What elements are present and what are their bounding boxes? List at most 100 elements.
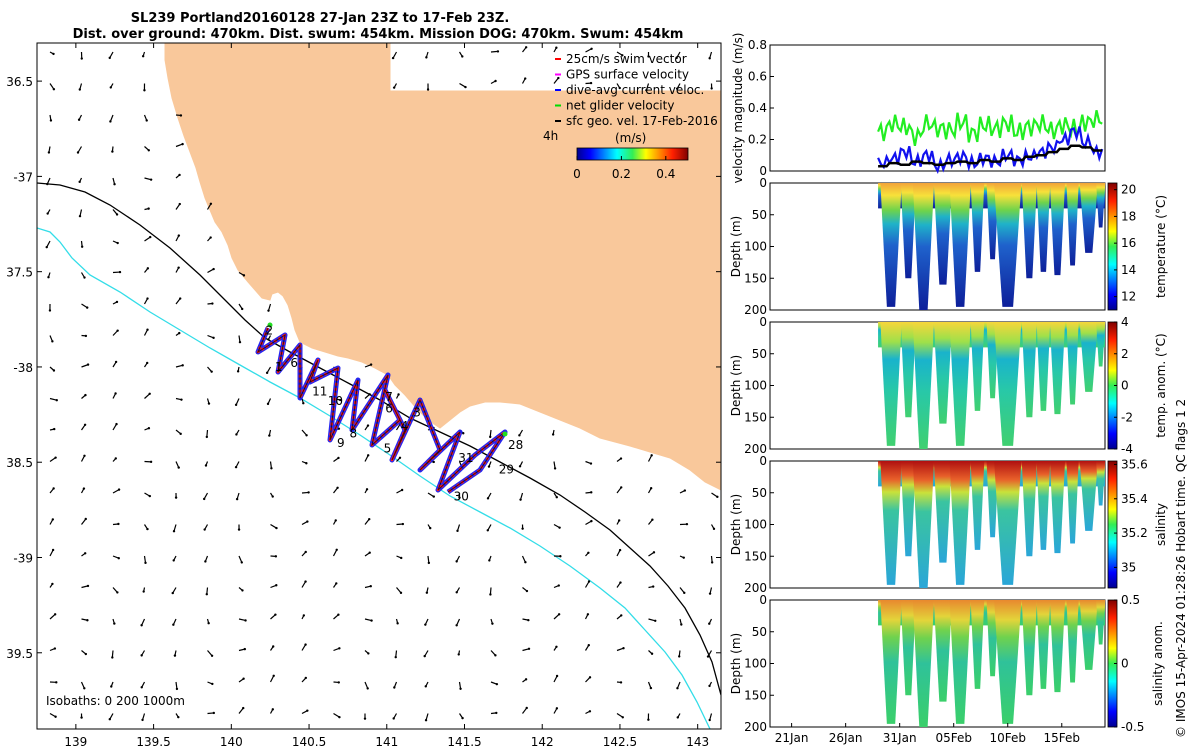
velocity-arrow-head: [557, 613, 561, 616]
waypoint-label: 8: [349, 426, 357, 440]
waypoint-label: 11: [312, 385, 327, 399]
velocity-arrow-head: [203, 528, 206, 531]
velocity-arrow-head: [486, 497, 490, 500]
depth-tick-label: 100: [744, 379, 767, 393]
velocity-arrow-head: [180, 398, 183, 401]
velocity-arrow-head: [210, 654, 214, 657]
velocity-arrow-head: [370, 619, 373, 622]
velocity-arrow-head: [590, 491, 593, 494]
velocity-arrow-head: [710, 561, 714, 564]
section-profile-group: [1036, 461, 1051, 550]
velocity-axes: [769, 44, 1106, 172]
depth-tick-label: 150: [744, 410, 767, 424]
velocity-arrow-head: [553, 467, 557, 470]
section-profile-group: [949, 461, 971, 585]
colorbar-tick-label: 18: [1121, 209, 1136, 223]
section-profile-group: [1021, 322, 1037, 418]
velocity-arrow-head: [586, 613, 590, 616]
velocity-arrow-head: [116, 591, 119, 594]
velocity-arrow-head: [461, 716, 464, 720]
velocity-arrow-head: [204, 464, 208, 467]
velocity-arrow-head: [496, 50, 500, 53]
velocity-arrow-head: [304, 550, 307, 554]
colorbar-tick-label: 35.2: [1121, 526, 1148, 540]
velocity-arrow-head: [109, 86, 112, 89]
velocity-arrow-head: [146, 297, 149, 300]
legend-label: GPS surface velocity: [566, 68, 689, 82]
velocity-arrow-head: [458, 496, 461, 499]
velocity-arrow-head: [86, 584, 90, 588]
colorbar-tick-label: 14: [1121, 263, 1136, 277]
velocity-arrow-head: [54, 456, 57, 459]
section-profile-group: [949, 600, 971, 724]
colorbar-tick-label: 20: [1121, 183, 1136, 197]
isobath-label: Isobaths: 0 200 1000m: [46, 694, 185, 708]
velocity-arrow-head: [174, 496, 178, 499]
legend: 25cm/s swim vector GPS surface velocitydi…: [543, 52, 718, 181]
velocity-arrow-head: [678, 655, 681, 658]
velocity-arrow-head: [524, 560, 527, 564]
section-profile-group: [994, 183, 1022, 307]
velocity-arrow-head: [205, 593, 208, 596]
section-panel: 0 50 100 150 200 Depth (m) 12 14 16 18 20 temperatu…: [729, 176, 1168, 317]
velocity-arrow-head: [142, 590, 145, 593]
section-panel: 0 50 100 150 200 Depth (m) 35.6 35.4 35.2 35 salin…: [729, 454, 1168, 595]
velocity-arrow-head: [587, 580, 591, 583]
section-profile-group: [1036, 322, 1051, 411]
velocity-arrow-head: [558, 526, 561, 529]
velocity-arrow-head: [495, 711, 498, 715]
time-axis: 21Jan 26Jan 31Jan 05Feb 10Feb 15Feb: [775, 723, 1080, 745]
velocity-arrow-head: [84, 652, 88, 656]
velocity-arrow-head: [455, 624, 458, 627]
velocity-arrow-head: [302, 614, 306, 617]
velocity-arrow-head: [708, 684, 711, 688]
section-profile-group: [1049, 322, 1066, 415]
section-profile-group: [994, 600, 1022, 724]
velocity-arrow-head: [432, 460, 435, 464]
waypoint-label: 4: [401, 419, 409, 433]
velocity-arrow-head: [398, 456, 402, 459]
depth-tick-label: 50: [752, 625, 767, 639]
velocity-arrow-head: [527, 618, 530, 622]
section-profile-group: [1049, 600, 1066, 693]
depth-ylabel: Depth (m): [729, 216, 743, 277]
velocity-arrow-head: [115, 422, 118, 426]
velocity-arrow-head: [48, 309, 52, 312]
velocity-arrow-head: [86, 306, 89, 309]
velocity-arrow-head: [427, 561, 431, 565]
lat-tick-label: 36.5: [6, 75, 33, 89]
section-profile-group: [1079, 183, 1098, 253]
velocity-arrow-head: [113, 622, 116, 625]
section-colorbar: [1107, 182, 1118, 311]
velocity-arrow-head: [51, 340, 54, 343]
lon-tick-label: 142.5: [603, 735, 637, 749]
velocity-arrow-head: [114, 360, 118, 364]
velocity-arrow-head: [650, 652, 654, 655]
velocity-arrow-head: [234, 403, 238, 407]
velocity-arrow-head: [587, 551, 590, 554]
velocity-arrow-head: [209, 236, 212, 239]
glider-track: [255, 322, 508, 495]
velocity-arrow-head: [338, 647, 341, 650]
velocity-arrow-head: [118, 270, 122, 274]
velocity-arrow-head: [306, 709, 309, 712]
velocity-arrow-head: [706, 655, 710, 658]
velocity-arrow-head: [652, 551, 656, 554]
section-profile-group: [1079, 322, 1098, 392]
velocity-arrow-head: [486, 529, 489, 532]
section-profile-group: [880, 600, 902, 724]
velocity-arrow-head: [525, 589, 529, 593]
colorbar-tick-label: 16: [1121, 236, 1136, 250]
velocity-arrow-head: [55, 399, 58, 402]
section-profile-group: [900, 600, 916, 696]
title-line-1: SL239 Portland20160128 27-Jan 23Z to 17-…: [131, 11, 510, 26]
velocity-arrow-head: [518, 465, 522, 468]
velocity-arrow-head: [147, 427, 151, 430]
colorbar-tick-label: 0.4: [656, 167, 675, 181]
velocity-arrow-head: [113, 182, 116, 186]
velocity-arrow-head: [461, 55, 464, 58]
velocity-arrow-head: [685, 522, 689, 526]
lon-tick-label: 141.5: [447, 735, 481, 749]
velocity-arrow-head: [524, 46, 528, 49]
